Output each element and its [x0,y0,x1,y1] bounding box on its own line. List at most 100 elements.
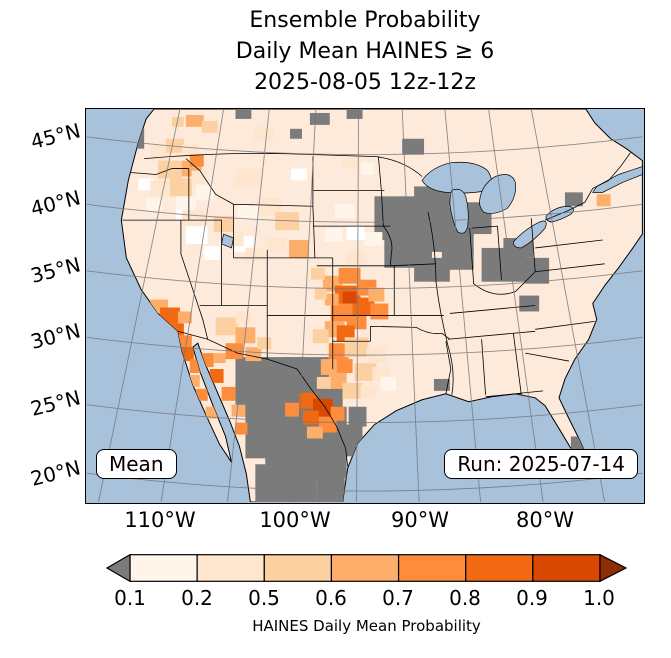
field-cell [209,369,224,383]
field-cell [441,247,474,270]
field-cell [146,198,163,211]
field-cell [169,178,192,197]
meridian-80w [488,109,544,502]
field-cell [354,363,377,381]
parallel-20n [86,472,643,492]
parallel-45n [86,136,643,156]
field-cell [289,240,309,258]
lat-label-45n: 45°N [28,118,83,154]
st-lawrence-river [592,166,643,193]
title-line-3: 2025-08-05 12z-12z [254,70,476,95]
field-cell [324,228,343,242]
field-cell [231,404,246,417]
field-cell [245,414,288,459]
map-panel: Mean Run: 2025-07-14 [85,108,645,504]
meridian-110w [160,109,225,502]
field-cell [160,307,180,324]
field-cell [324,293,339,306]
field-cell [203,245,220,260]
field-cell [221,386,236,401]
field-cell [181,210,208,227]
field-cell [291,168,307,181]
run-annotation-text: Run: 2025-07-14 [457,452,625,476]
meridian-95w [356,109,359,502]
field-cell [360,162,375,175]
field-cell [205,406,218,419]
meridian-75w [530,109,606,502]
parallel-25n [86,404,643,424]
mean-annotation-text: Mean [109,452,164,476]
colorbar-segment [196,554,265,582]
field-cell [348,406,367,427]
lake-michigan [449,188,469,234]
graticule [86,109,643,502]
colorbar-segment [263,554,333,582]
field-cell [596,194,611,207]
field-cell [316,454,345,502]
colorbar-tick-7: 1.0 [583,586,615,610]
mean-annotation-box: Mean [96,449,177,479]
field-cell [414,257,450,282]
lat-label-20n: 20°N [28,455,83,491]
lake-huron [479,174,517,214]
field-cell [433,378,450,391]
colorbar-segments [129,554,601,582]
field-cell [346,226,365,240]
meridian-100w [294,109,317,502]
field-cell [195,388,208,401]
lon-label-100w: 100°W [259,508,331,532]
field-cell [235,168,264,187]
field-cell [320,359,339,375]
field-cell [255,464,317,502]
field-cell [201,120,218,133]
field-cell [330,406,345,421]
title-line-1: Ensemble Probability [249,8,481,33]
lat-label-40n: 40°N [28,185,83,221]
great-salt-lake [221,233,234,249]
field-cell [138,178,155,191]
field-cell [519,295,540,312]
field-cell [166,138,184,153]
field-cell [334,204,355,219]
field-cell [352,297,375,316]
field-cell [245,247,264,262]
meridian-90w [401,109,420,502]
field-cell [299,392,317,409]
field-cell [368,287,385,302]
field-cell [290,128,302,139]
run-annotation-box: Run: 2025-07-14 [444,449,638,479]
colorbar-tick-3: 0.6 [315,586,347,610]
field-cell [370,303,389,320]
field-cell [175,196,196,211]
lat-label-30n: 30°N [28,318,83,354]
field-cell [253,126,274,141]
field-cell [235,422,248,435]
field-cell [213,353,226,364]
lon-label-90w: 90°W [391,508,449,532]
field-cell [195,184,214,201]
map-canvas [86,109,643,502]
meridian-115w [98,109,181,502]
colorbar-segment [397,554,467,582]
field-cell [338,267,361,284]
field-cell [237,204,260,221]
meridian-105w [227,109,270,502]
field-cell [177,311,192,324]
field-cell [185,114,204,127]
colorbar-segment [129,554,198,582]
field-cell [267,238,288,252]
great-lakes [221,161,643,249]
colorbar-segment [532,554,601,582]
field-cell [257,337,272,350]
lake-erie [513,220,547,249]
field-cell [309,112,330,125]
lat-label-35n: 35°N [28,252,83,288]
field-cell [255,198,282,217]
colorbar-tick-6: 0.9 [516,586,548,610]
parallel-40n [86,203,643,223]
meridian-85w [444,109,482,502]
field-cell [564,192,583,207]
parallel-30n [86,336,643,356]
field-cell [314,287,327,300]
probability-cells [121,109,611,502]
